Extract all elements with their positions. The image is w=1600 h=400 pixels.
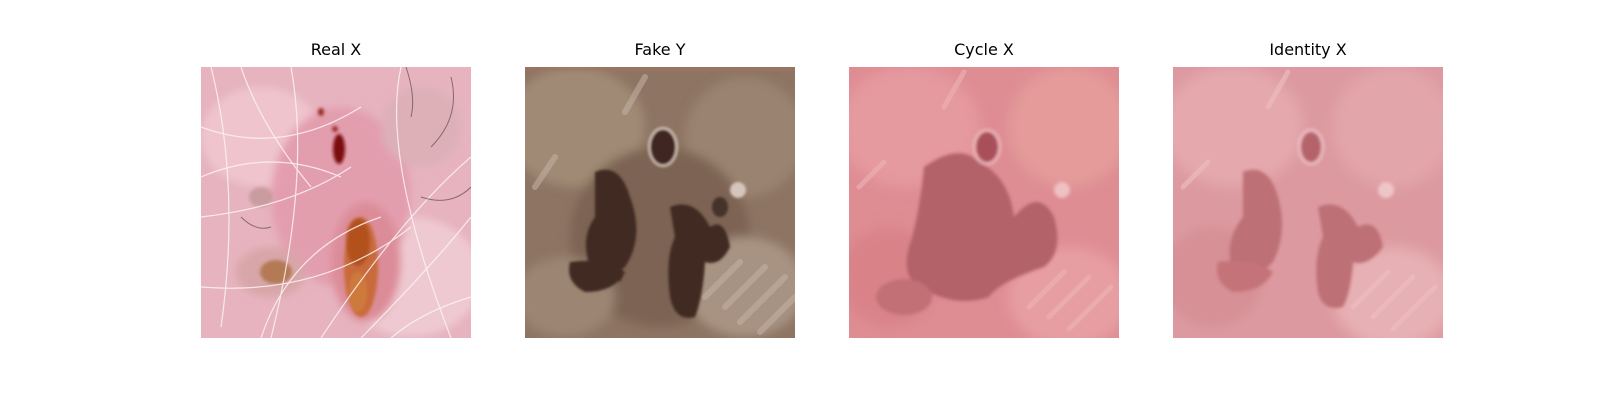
panel-title: Real X bbox=[310, 40, 362, 59]
cycle-x-image bbox=[849, 67, 1119, 338]
real-x-image bbox=[201, 67, 471, 338]
identity-x-image bbox=[1173, 67, 1443, 338]
panel-title: Identity X bbox=[1269, 40, 1347, 59]
panel-title: Fake Y bbox=[634, 40, 686, 59]
panel-title: Cycle X bbox=[954, 40, 1014, 59]
fake-y-image bbox=[525, 67, 795, 338]
